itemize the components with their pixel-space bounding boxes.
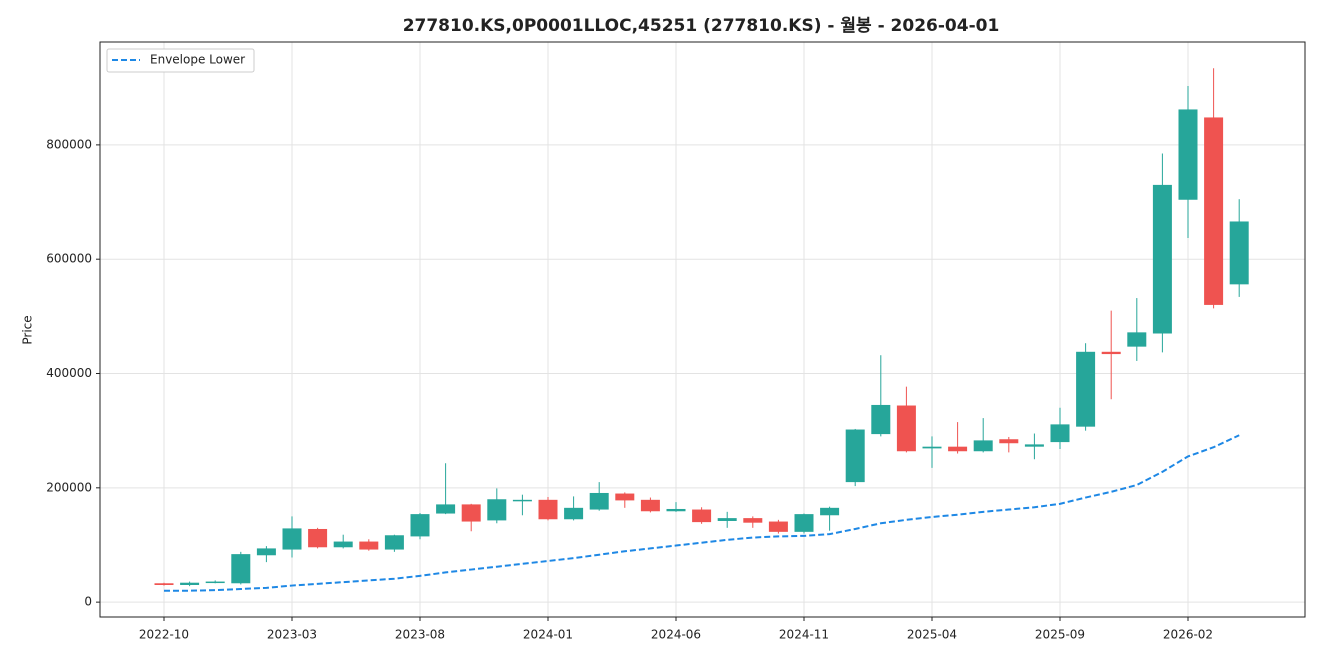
- candle-body: [205, 581, 225, 584]
- candle-body: [231, 554, 251, 584]
- candle-body: [487, 499, 507, 521]
- candle-body: [1024, 444, 1044, 447]
- y-axis-label: Price: [21, 315, 35, 344]
- legend-label: Envelope Lower: [150, 53, 245, 67]
- candle-body: [973, 440, 993, 452]
- candle-body: [1050, 424, 1070, 443]
- candle-body: [768, 521, 788, 532]
- x-tick-label: 2024-06: [651, 628, 701, 642]
- y-tick-label: 600000: [46, 252, 92, 266]
- candle-body: [461, 504, 481, 522]
- candle-body: [794, 514, 814, 532]
- candle-body: [308, 528, 328, 548]
- candle-body: [154, 583, 174, 585]
- candle-body: [896, 405, 916, 452]
- plot-frame: [99, 41, 1306, 618]
- y-tick-label: 400000: [46, 366, 92, 380]
- x-tick-label: 2022-10: [139, 628, 189, 642]
- candle-body: [512, 499, 532, 502]
- candle-body: [666, 508, 686, 512]
- candle-body: [1229, 221, 1249, 285]
- y-tick-label: 200000: [46, 480, 92, 494]
- candle-body: [1101, 351, 1121, 355]
- legend: Envelope Lower: [106, 48, 255, 73]
- y-tick-label: 0: [84, 595, 92, 609]
- legend-box: [106, 48, 255, 73]
- candle-body: [359, 541, 379, 550]
- candle-body: [999, 439, 1019, 444]
- candle-body: [1204, 117, 1224, 305]
- candle-body: [1076, 351, 1096, 427]
- x-tick-label: 2024-01: [523, 628, 573, 642]
- candle-body: [589, 492, 609, 510]
- candle-body: [410, 514, 430, 537]
- candle-body: [820, 507, 840, 516]
- candle-body: [640, 499, 660, 512]
- candle-body: [282, 528, 302, 550]
- candle-body: [256, 548, 276, 556]
- candle-body: [717, 518, 737, 521]
- series-line: [164, 434, 1240, 592]
- x-tick-label: 2025-04: [907, 628, 957, 642]
- candle-body: [948, 446, 968, 452]
- candle-body: [384, 535, 404, 550]
- candle-body: [436, 504, 456, 514]
- candle-body: [845, 429, 865, 483]
- candle-body: [743, 518, 763, 523]
- candle-body: [615, 493, 635, 501]
- x-tick-label: 2026-02: [1163, 628, 1213, 642]
- x-tick-label: 2023-08: [395, 628, 445, 642]
- candle-body: [180, 582, 200, 585]
- candle-body: [922, 446, 942, 449]
- y-tick-label: 800000: [46, 137, 92, 151]
- candle-body: [333, 541, 353, 548]
- candle-body: [538, 499, 558, 520]
- candle-body: [1152, 184, 1172, 334]
- candle-body: [1127, 332, 1147, 347]
- candle-body: [1178, 109, 1198, 200]
- x-tick-label: 2025-09: [1035, 628, 1085, 642]
- candle-body: [871, 404, 891, 435]
- x-tick-label: 2023-03: [267, 628, 317, 642]
- candle-body: [692, 509, 712, 523]
- candle-body: [564, 507, 584, 520]
- x-tick-label: 2024-11: [779, 628, 829, 642]
- chart-title: 277810.KS,0P0001LLOC,45251 (277810.KS) -…: [403, 16, 1000, 36]
